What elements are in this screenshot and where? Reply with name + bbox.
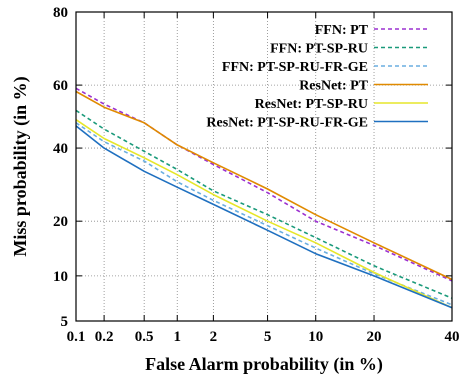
x-tick-label: 40 [445,329,460,345]
x-axis-label: False Alarm probability (in %) [145,354,383,375]
y-tick-label: 80 [53,5,68,21]
chart-grid [76,12,452,321]
y-tick-label: 5 [61,314,69,330]
x-tick-label: 0.5 [135,329,154,345]
series-line-1 [75,87,453,282]
x-tick-label: 0.2 [95,329,114,345]
x-axis-ticks: 0.1 0.2 0.5 1 2 5 10 20 40 [67,12,460,345]
series-line-3 [75,122,453,306]
x-tick-label: 2 [210,329,218,345]
x-tick-label: 1 [173,329,181,345]
legend-label: FFN: PT-SP-RU-FR-GE [222,60,368,75]
plot-frame [75,11,453,322]
y-tick-label: 10 [53,269,68,285]
chart-series [75,87,453,309]
legend-label: ResNet: PT-SP-RU-FR-GE [206,116,368,131]
y-axis-ticks: 5 10 20 40 60 80 [53,5,452,330]
x-tick-label: 10 [308,329,323,345]
legend-label: FFN: PT [315,23,369,38]
chart-legend: FFN: PT FFN: PT-SP-RU FFN: PT-SP-RU-FR-GE R… [206,23,428,131]
series-line-6 [75,125,453,309]
x-tick-label: 5 [264,329,272,345]
legend-label: FFN: PT-SP-RU [270,42,368,57]
x-tick-label: 0.1 [67,329,86,345]
x-tick-label: 20 [367,329,382,345]
series-line-2 [75,109,453,299]
y-tick-label: 40 [53,141,68,157]
series-line-4 [75,90,453,281]
legend-label: ResNet: PT [299,79,368,94]
y-axis-label: Miss probability (in %) [10,76,31,256]
y-tick-label: 60 [53,78,68,94]
series-line-5 [75,119,453,309]
legend-label: ResNet: PT-SP-RU [255,97,368,112]
y-tick-label: 20 [53,214,68,230]
